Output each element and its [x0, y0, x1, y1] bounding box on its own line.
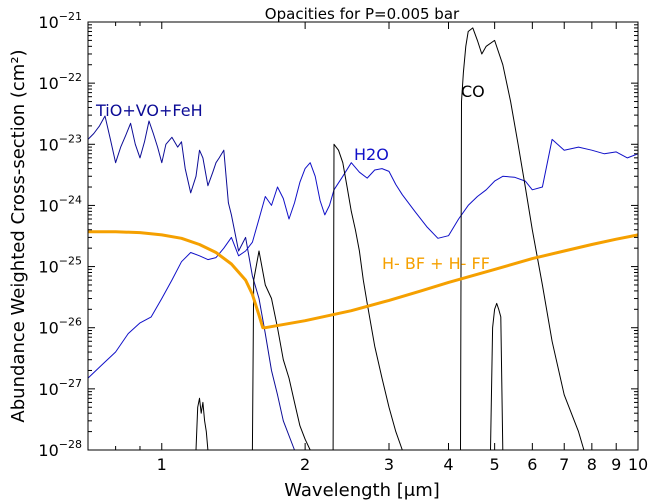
x-tick-label: 10	[628, 455, 648, 474]
y-tick-label: 10−24	[38, 193, 82, 215]
y-tick-label: 10−26	[38, 316, 82, 338]
y-tick-label: 10−22	[38, 71, 82, 93]
annotation-h-bf-ff: H- BF + H- FF	[382, 254, 490, 273]
series-line-4	[88, 230, 639, 330]
y-axis-label: Abundance Weighted Cross-section (cm²)	[8, 49, 29, 422]
y-tick-label: 10−28	[38, 438, 82, 460]
y-axis: 10−28 10−27 10−26 10−25 10−24 10−23 10−22 10−21	[38, 10, 638, 460]
y-tick-label: 10−25	[38, 255, 82, 277]
y-tick-label: 10−23	[38, 132, 82, 154]
x-tick-label: 3	[384, 455, 394, 474]
series-layer	[87, 27, 639, 451]
y-tick-label: 10−21	[38, 10, 82, 32]
annotation-h2o: H2O	[354, 145, 389, 164]
series-line-1	[87, 138, 639, 379]
y-tick-label: 10−27	[38, 377, 82, 399]
x-tick-label: 2	[300, 455, 310, 474]
x-tick-label: 8	[587, 455, 597, 474]
series-line-2	[195, 27, 585, 451]
series-line-3	[490, 302, 504, 451]
annotation-tio-vo-feh: TiO+VO+FeH	[95, 101, 203, 120]
x-axis-label: Wavelength [μm]	[284, 480, 440, 501]
x-tick-label: 6	[527, 455, 537, 474]
x-tick-label: 7	[559, 455, 569, 474]
chart-title: Opacities for P=0.005 bar	[265, 5, 460, 23]
x-tick-label: 5	[490, 455, 500, 474]
x-axis: 1 2 3 4 5 6 7 8 9 10	[115, 22, 648, 474]
x-tick-label: 9	[611, 455, 621, 474]
x-tick-label: 4	[443, 455, 453, 474]
annotation-co: CO	[461, 82, 485, 101]
x-tick-label: 1	[157, 455, 167, 474]
plot-frame	[87, 21, 639, 451]
series-line-0	[87, 115, 295, 451]
